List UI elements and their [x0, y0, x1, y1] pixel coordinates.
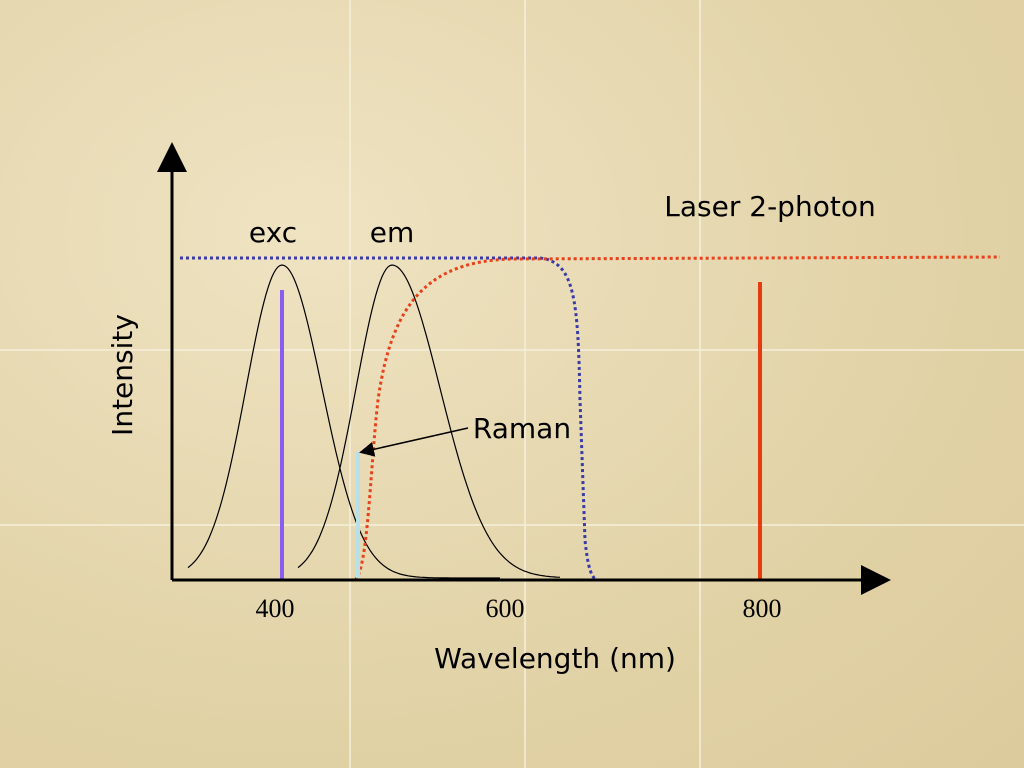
filter-curve-blue: [180, 256, 598, 582]
x-tick-label: 400: [256, 594, 295, 623]
x-tick-label: 600: [486, 594, 525, 623]
y-axis-label: Intensity: [106, 314, 139, 436]
raman-arrow: [359, 427, 469, 457]
filter-curve-red: [353, 255, 1001, 582]
laser-label: Laser 2-photon: [664, 190, 875, 223]
x-axis-label: Wavelength (nm): [434, 642, 676, 675]
exc-label: exc: [249, 216, 297, 249]
x-tick-label: 800: [743, 594, 782, 623]
em-spectrum: [297, 264, 561, 578]
em-label: em: [370, 216, 415, 249]
raman-label: Raman: [473, 412, 571, 445]
exc-spectrum: [187, 264, 500, 579]
